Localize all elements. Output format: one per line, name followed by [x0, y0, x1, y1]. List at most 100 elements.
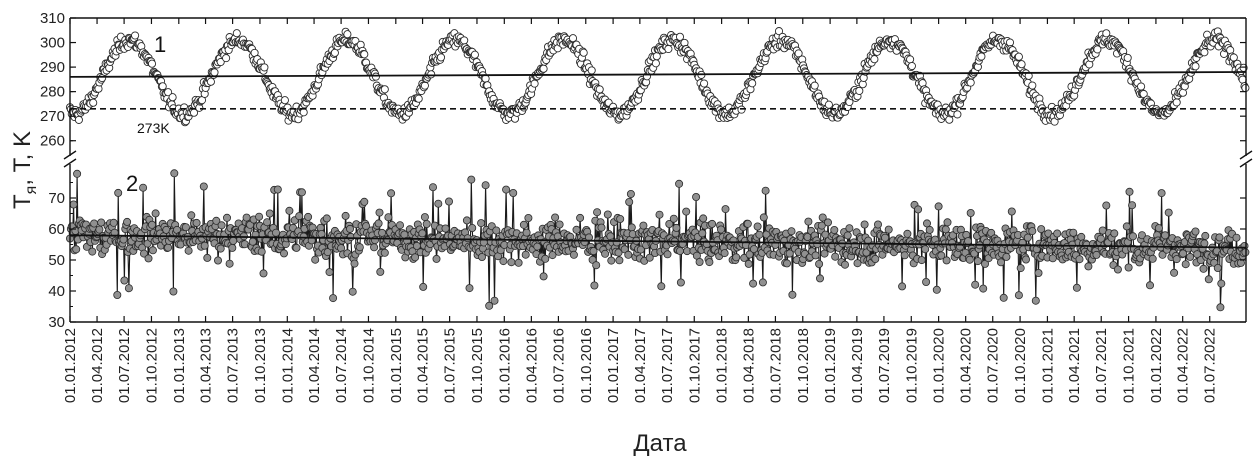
series-1-point: [380, 85, 389, 94]
series-2-point: [541, 254, 550, 263]
series-2-point: [732, 253, 741, 262]
series-2-point: [387, 189, 396, 198]
series-2-point: [676, 246, 685, 255]
series-2-point: [1053, 229, 1062, 238]
series-2-point: [507, 258, 516, 267]
series-1-point: [299, 108, 308, 117]
series-2-point: [788, 290, 797, 299]
series-2-point: [607, 256, 616, 265]
series-2-point: [616, 214, 625, 223]
series-2-point: [477, 219, 486, 228]
series-2-point: [169, 287, 178, 296]
series-2-point: [181, 223, 190, 232]
series-2-point: [295, 212, 304, 221]
series-2-point: [255, 212, 264, 221]
series-2-point: [884, 225, 893, 234]
series-2-point: [378, 228, 387, 237]
x-tick-label: 01.07.2021: [1093, 328, 1110, 403]
series-2-point: [200, 241, 209, 250]
series-2-point: [841, 260, 850, 269]
series-2-point: [1128, 201, 1137, 210]
x-tick-label: 01.10.2019: [903, 328, 920, 403]
series-2-point: [1002, 252, 1011, 261]
y-tick-label-upper: 300: [40, 35, 65, 52]
series-2-point: [676, 278, 685, 287]
series-2-point: [1146, 281, 1155, 290]
series-2-point: [348, 287, 357, 296]
series-2-point: [350, 259, 359, 268]
series-1-point: [675, 32, 685, 41]
series-2-point: [973, 257, 982, 266]
series-1-point: [587, 66, 596, 75]
series-1-point: [343, 30, 352, 39]
series-2-point: [97, 218, 106, 227]
x-tick-label: 01.04.2020: [958, 328, 975, 403]
y-axis-title-main: T: [9, 194, 36, 209]
series-2-point: [143, 239, 152, 248]
series-2-point: [639, 221, 648, 230]
series-2-point: [1157, 189, 1166, 198]
series-2-point: [522, 228, 531, 237]
series-1-point: [906, 55, 915, 64]
series-1-point: [89, 98, 98, 107]
series-2-point: [139, 183, 148, 192]
x-tick-label: 01.04.2015: [415, 328, 432, 403]
series-2-point: [203, 253, 212, 262]
series-2-point: [1191, 227, 1200, 236]
series-1-point: [427, 70, 436, 79]
series-1-point: [824, 100, 833, 109]
series-2-point: [721, 205, 730, 214]
series-2-point: [620, 245, 629, 254]
series-2-point: [692, 192, 701, 201]
series-2-point: [971, 280, 980, 289]
series-2-point: [655, 210, 664, 219]
series-2-point: [428, 183, 437, 192]
series-1-point: [168, 93, 177, 102]
series-2-point: [675, 179, 684, 188]
series-2-point: [1213, 263, 1222, 272]
series-2-point: [514, 258, 523, 267]
series-2-point: [720, 249, 729, 258]
series-1-point: [158, 82, 167, 91]
svg-text:Tя, T, K: Tя, T, K: [9, 131, 40, 209]
y-tick-label-lower: 70: [48, 190, 65, 207]
x-tick-label: 01.01.2021: [1039, 328, 1056, 403]
series-2-point: [672, 223, 681, 232]
series-2-point: [965, 255, 974, 264]
series-2-point: [761, 186, 770, 195]
series-2-point: [1138, 231, 1147, 240]
series-1-point: [232, 29, 241, 38]
x-tick-label: 01.10.2012: [144, 328, 161, 403]
series-2-point: [597, 223, 606, 232]
series-2-point: [73, 169, 82, 178]
series-1-point: [216, 57, 225, 67]
series-2-point: [477, 252, 486, 261]
x-tick-label: 01.07.2019: [876, 328, 893, 403]
series-2-point: [818, 213, 827, 222]
series-2-point: [1161, 231, 1170, 240]
series-2-point: [1125, 187, 1134, 196]
x-tick-label: 01.04.2014: [306, 328, 323, 403]
series-2-point: [590, 281, 599, 290]
series-1-point: [222, 54, 231, 63]
series-2-point: [966, 208, 975, 217]
series-2-point: [444, 197, 453, 206]
series-2-point: [481, 181, 490, 190]
series-2-point: [139, 249, 148, 258]
series-2-point: [593, 208, 602, 217]
series-2-point: [418, 229, 427, 238]
x-tick-label: 01.04.2016: [523, 328, 540, 403]
x-tick-label: 01.01.2020: [931, 328, 948, 403]
series-2-point: [922, 277, 931, 286]
series-1-point: [206, 77, 215, 86]
series-2-point: [271, 228, 280, 237]
series-2-point: [1048, 254, 1057, 263]
series-2-point: [589, 247, 598, 256]
series-2-point: [120, 276, 129, 285]
series-2-point: [925, 225, 934, 234]
series-1-point: [1172, 98, 1181, 107]
series-2-point: [341, 211, 350, 220]
series-1-point: [420, 81, 429, 90]
plot-marks: [65, 27, 1250, 312]
x-tick-label: 01.07.2020: [985, 328, 1002, 403]
